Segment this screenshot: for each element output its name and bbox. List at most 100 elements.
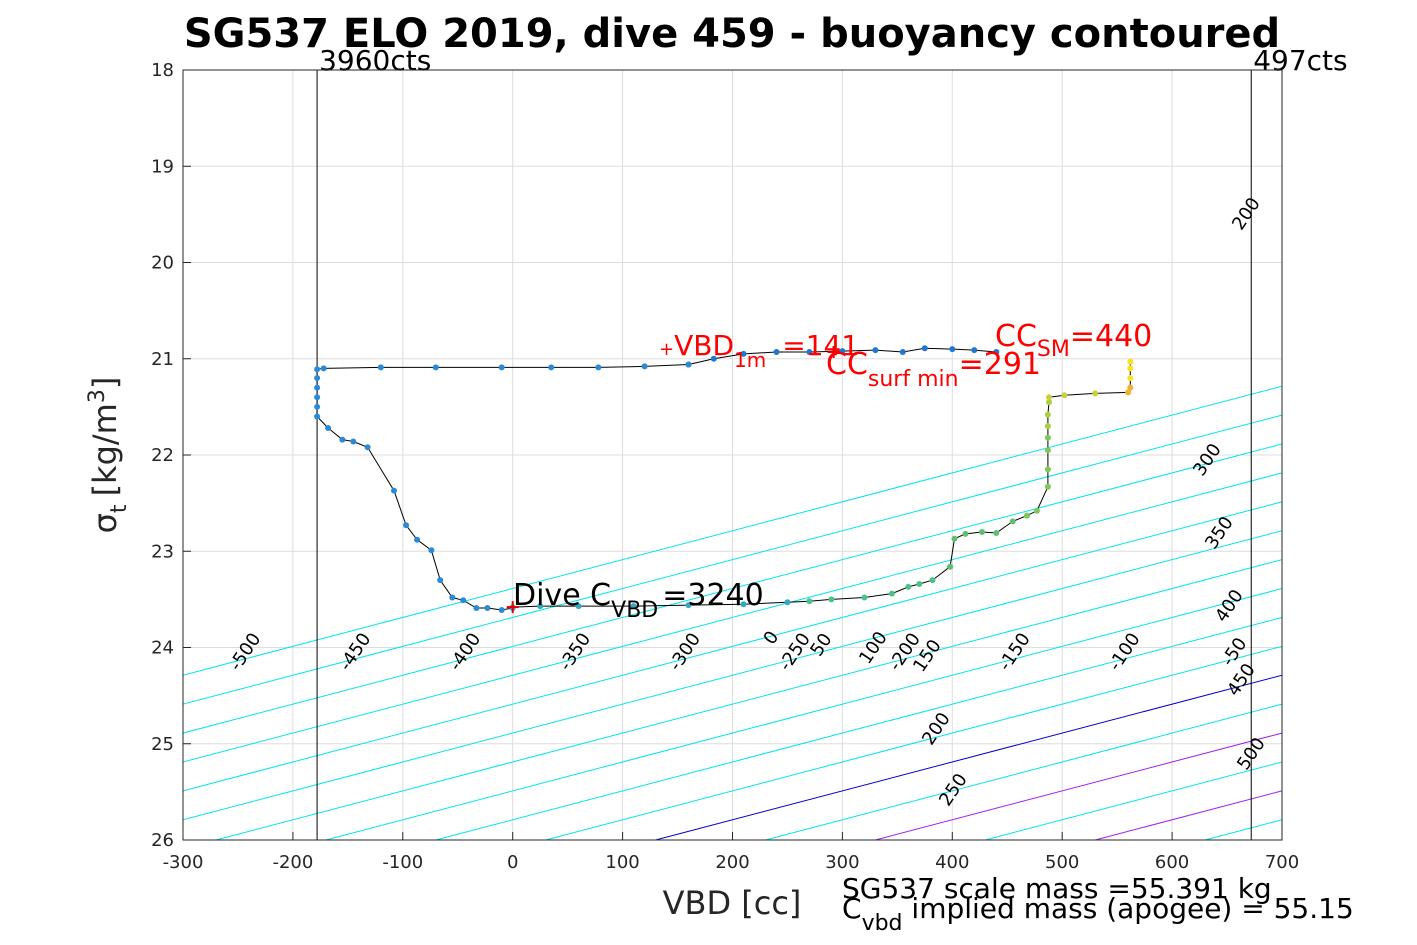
track-point-climb_left-9 [314,375,321,381]
contour-line-3 [183,472,1282,763]
track-point-climb_right-12 [1044,423,1051,430]
track-point-climb_bottom-8 [828,596,835,603]
track-point-climb_top-5 [1127,375,1134,381]
dive-c-sub: VBD [611,598,658,623]
count-label-1: 497cts [1253,44,1347,77]
footer-c: C [842,892,862,925]
track-point-climb_left-24 [460,597,467,604]
footer-scale-mass: SG537 scale mass =55.391 kg [842,872,1272,905]
x-tick-label-3: 0 [507,852,518,873]
track-point-climb_top-2 [1092,390,1099,397]
track-point-climb_bottom-12 [916,581,923,587]
cc-sm-annotation: CCSM=440 [995,319,1152,362]
track-point-climb_bottom-10 [888,590,895,597]
track-point-climb_right-9 [1044,466,1051,473]
contour-line-5 [183,530,1282,821]
track-point-climb_right-1 [951,535,958,542]
count-label-0: 3960cts [319,44,431,77]
track-point-climb_left-16 [350,438,357,445]
contour-line-1 [183,414,1282,705]
footer-implied-mass: Cvbd implied mass (apogee) = 55.15 [842,892,1354,936]
track-point-descent-6 [872,347,879,354]
track-point-climb_right-2 [962,530,969,537]
x-tick-label-5: 200 [715,852,749,873]
tick-labels: -300 -200 -100 0 100 200 300 400 500 600 700 18 19 20… [151,60,1299,873]
contour-line-6 [215,559,1282,840]
track-point-descent-9 [949,346,956,353]
contour-line-0 [183,385,1282,676]
track-point-climb_right-13 [1044,411,1051,418]
track-point-climb_bottom-11 [905,583,912,590]
x-tick-label-2: -100 [382,852,423,873]
y-axis-label: σt [kg/m3] [85,377,132,534]
track-point-climb_left-15 [339,436,346,443]
y-tick-label-2: 20 [151,253,174,274]
y-tick-label-1: 19 [151,156,174,177]
track-point-climb_left-22 [437,577,444,584]
y-tick-label-0: 18 [151,60,174,81]
track-point-climb_left-21 [428,547,435,554]
track-point-descent-1 [710,355,717,362]
track-point-climb_top-7 [1127,358,1134,365]
count-limit-lines: 3960cts 497cts [316,44,1348,840]
cc-surfmin-main: CC [826,347,868,382]
track-point-climb_left-25 [473,605,480,611]
vbd-1m-plus: + [659,339,674,360]
y-tick-label-7: 25 [151,734,174,755]
track-point-climb_left-11 [314,394,321,401]
track-point-descent-4 [806,349,813,355]
track-point-climb_left-2 [595,364,602,371]
track-point-descent-8 [921,345,928,352]
track-point-climb_left-0 [685,361,692,368]
track-point-climb_left-27 [498,607,505,613]
track-point-climb_left-19 [403,522,410,529]
track-point-climb_left-23 [449,594,456,601]
track-point-descent-5 [839,348,846,355]
track-point-descent-7 [899,349,906,355]
contour-line-9 [545,645,1282,840]
track-point-climb_left-8 [314,366,321,373]
track-point-climb_left-4 [498,364,505,371]
track-line-descent [688,347,997,365]
track-point-climb_bottom-5 [740,601,747,608]
contour-line-11 [765,703,1282,840]
track-point-descent-2 [740,350,747,357]
track-point-climb_bottom-1 [537,603,544,610]
vbd-1m-main: VBD [674,329,734,362]
x-tick-label-6: 300 [825,852,859,873]
track-point-climb_left-26 [484,605,491,611]
cc-sm-sub: SM [1037,337,1070,362]
contour-line-4 [183,501,1282,792]
track-point-climb_left-20 [414,536,421,543]
track-point-climb_right-8 [1044,483,1051,490]
y-label-sigma: σ [86,513,124,533]
vbd-1m-eq: =141 [782,329,859,362]
track-point-climb_right-6 [1024,512,1030,519]
track-point-climb_left-12 [314,403,321,410]
track-point-climb_left-1 [641,363,648,370]
footer-c-sub: vbd [862,911,903,936]
track-point-climb_right-0 [947,563,954,570]
x-tick-label-4: 100 [605,852,639,873]
track-point-climb_left-5 [432,364,439,371]
y-tick-label-8: 26 [151,830,174,851]
chart-title: SG537 ELO 2019, dive 459 - buoyancy cont… [184,11,1280,57]
track-point-climb_top-1 [1061,392,1068,399]
markers [506,346,840,614]
cc-surfmin-eq: =291 [959,347,1041,382]
y-tick-label-6: 24 [151,638,174,659]
cc-surfmin-sub: surf min [868,367,959,392]
track-point-climb_left-14 [325,425,332,431]
cc-sm-eq: =440 [1070,319,1152,354]
track-point-climb_right-4 [993,530,1000,536]
contour-line-7 [325,588,1282,840]
contour-line-2 [183,443,1282,734]
y-label-unit: [kg/m [86,403,124,496]
x-tick-label-9: 600 [1155,852,1189,873]
dive-c-main: Dive C [513,578,611,613]
contour-line-10 [655,674,1282,840]
contour-line-16 [1315,70,1417,840]
track-point-climb_right-7 [1033,507,1040,514]
cc-sm-main: CC [995,319,1037,354]
x-tick-label-0: -300 [163,852,204,873]
